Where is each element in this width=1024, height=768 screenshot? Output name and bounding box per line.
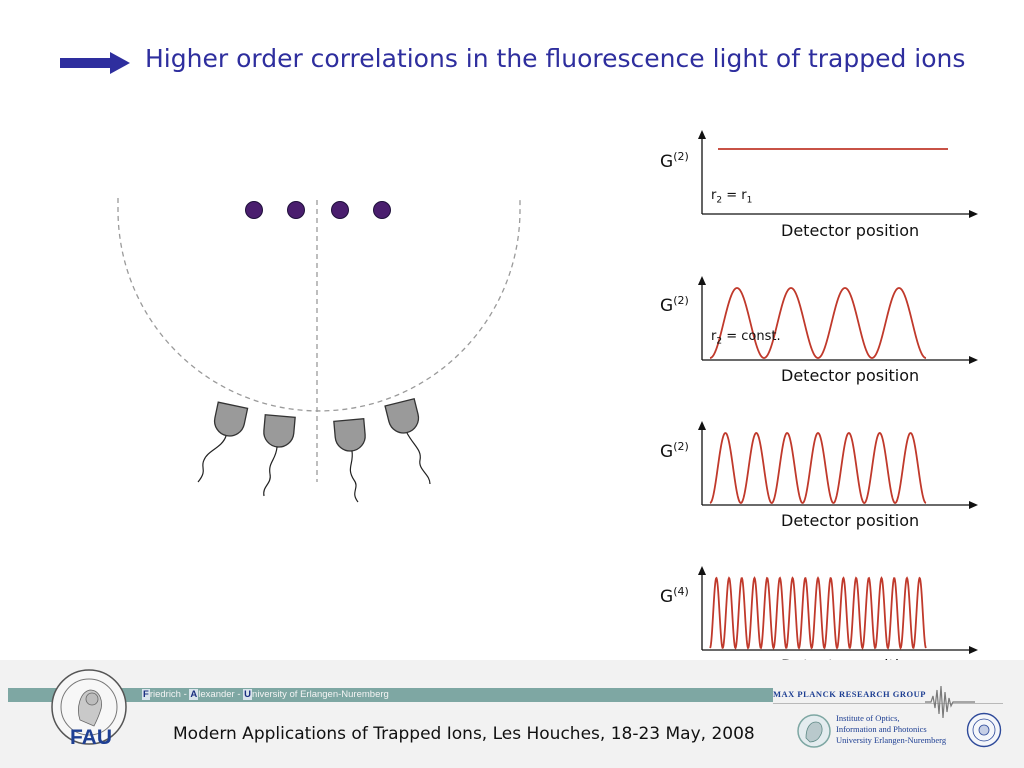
fau-logo: FAU [70,726,112,749]
title-arrow-icon [60,52,130,74]
signal-wave-icon [925,685,975,719]
detector-cable [349,450,359,503]
university-seal-icon [966,712,1002,748]
plot-3-ylabel: G(2) [660,440,689,462]
conference-footer: Modern Applications of Trapped Ions, Les… [173,724,755,744]
plot-2-ylabel: G(2) [660,294,689,316]
university-name: Friedrich - Alexander - University of Er… [142,689,389,700]
detector [333,418,366,452]
plot-3-axes [698,421,978,509]
ion [373,201,391,219]
institute-name: Institute of Optics, Information and Pho… [836,713,947,745]
ion [331,201,349,219]
detector-cable [406,432,431,485]
detector [263,414,296,448]
detector [213,401,249,437]
institute-logo-icon [797,714,831,748]
slide-title: Higher order correlations in the fluores… [145,44,966,73]
fau-stripe [8,688,773,702]
footer-band [0,660,1024,768]
plot-1-axes [698,130,978,218]
mpg-label: MAX PLANCK RESEARCH GROUP [773,689,926,699]
fau-seal-icon [51,669,127,745]
plot-2-annotation: r2 = const. [711,329,781,347]
plot-2-curve [709,287,927,359]
detection-hemisphere [117,198,521,412]
detector-cable [197,435,227,483]
ion [245,201,263,219]
trapped-ions-schematic [117,198,521,503]
plot-1-annotation: r2 = r1 [711,188,753,206]
plot-2-axes [698,276,978,364]
plot-3-curve [709,432,927,504]
detector [384,397,420,434]
plot-1-ylabel: G(2) [660,150,689,172]
plot-4-ylabel: G(4) [660,585,689,607]
plot-4-axes [698,566,978,654]
mpg-divider [773,703,1003,704]
plot-4-curve [709,576,927,650]
plot-3-xlabel: Detector position [781,511,920,530]
plot-2-xlabel: Detector position [781,366,920,385]
plot-1-xlabel: Detector position [781,221,920,240]
detector-cable [263,446,278,497]
ion [287,201,305,219]
